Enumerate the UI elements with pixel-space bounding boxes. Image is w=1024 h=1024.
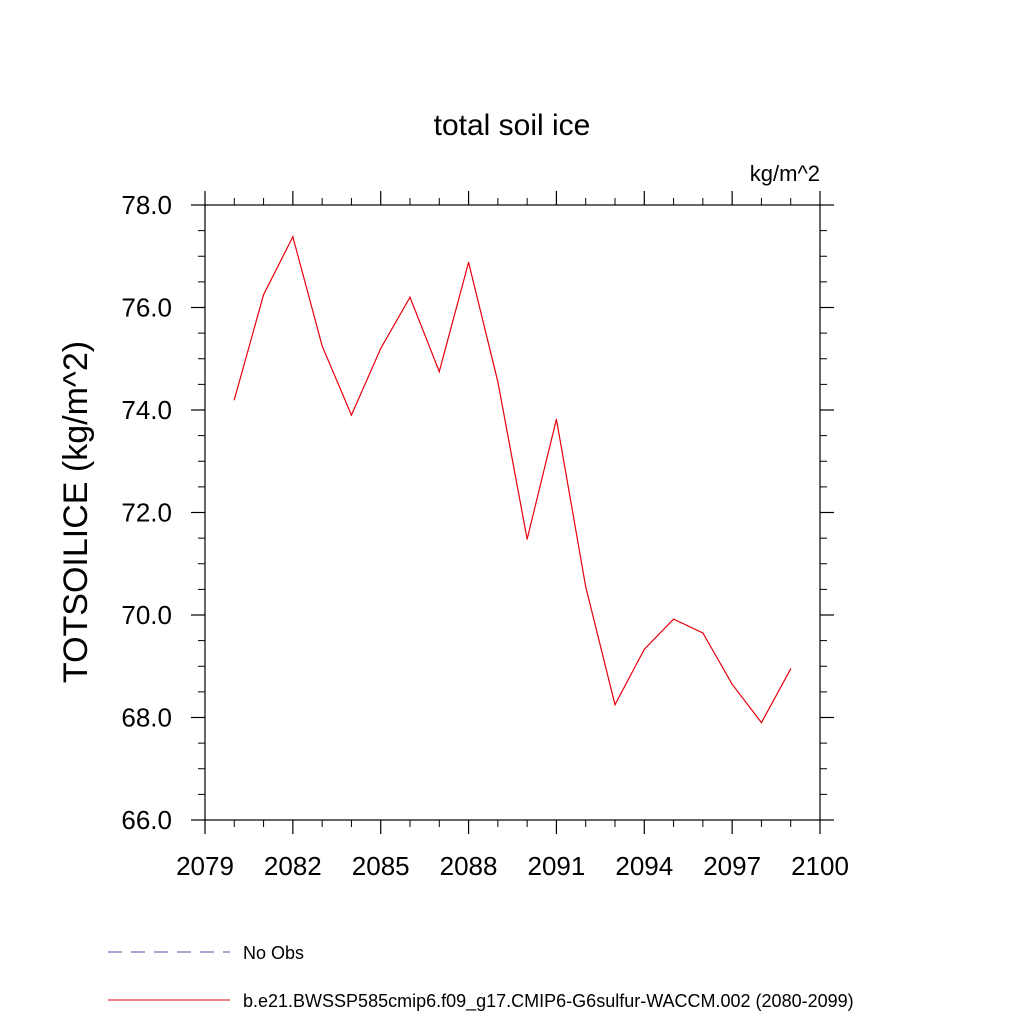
tick-labels: 2079 2082 2085 2088 2091 2094 2097 2100 66.0 68.0… (121, 190, 849, 881)
data-point (350, 414, 353, 416)
y-axis-label: TOTSOILICE (kg/m^2) (57, 341, 95, 683)
legend: No Obs b.e21.BWSSP585cmip6.f09_g17.CMIP6-… (108, 943, 854, 1012)
y-tick-label: 74.0 (121, 395, 172, 425)
x-tick-label: 2082 (264, 851, 322, 881)
legend-label: b.e21.BWSSP585cmip6.f09_g17.CMIP6-G6sulf… (243, 991, 854, 1012)
data-point (380, 347, 382, 350)
data-point (321, 345, 323, 347)
x-tick-label: 2079 (176, 851, 234, 881)
x-tick-label: 2100 (791, 851, 849, 881)
data-point (438, 370, 440, 373)
data-point (555, 418, 558, 420)
data-point (731, 683, 733, 685)
x-tick-label: 2085 (352, 851, 410, 881)
data-point (292, 236, 294, 238)
y-tick-label: 68.0 (121, 703, 172, 733)
chart-title: total soil ice (434, 109, 591, 142)
y-tick-label: 72.0 (121, 498, 172, 528)
x-tick-label: 2088 (440, 851, 498, 881)
axis-ticks (191, 191, 834, 834)
data-point (497, 381, 499, 383)
y-tick-label: 66.0 (121, 805, 172, 835)
data-point (585, 586, 587, 588)
data-point (526, 538, 528, 540)
data-point (790, 668, 792, 670)
data-point (672, 618, 675, 620)
data-point (409, 296, 411, 298)
data-point (643, 648, 645, 650)
units-label: kg/m^2 (750, 161, 820, 186)
data-point (467, 261, 470, 263)
y-tick-label: 70.0 (121, 600, 172, 630)
plot-frame (204, 204, 821, 821)
x-tick-label: 2091 (528, 851, 586, 881)
data-point (760, 722, 763, 724)
y-tick-label: 78.0 (121, 190, 172, 220)
x-tick-label: 2094 (615, 851, 673, 881)
data-point (233, 399, 235, 401)
x-tick-label: 2097 (703, 851, 761, 881)
series-line (233, 235, 792, 724)
y-tick-label: 76.0 (121, 293, 172, 323)
series-layer (233, 235, 792, 724)
data-point (614, 704, 616, 706)
data-point (702, 632, 704, 634)
legend-label: No Obs (243, 943, 304, 963)
data-point (262, 294, 265, 296)
